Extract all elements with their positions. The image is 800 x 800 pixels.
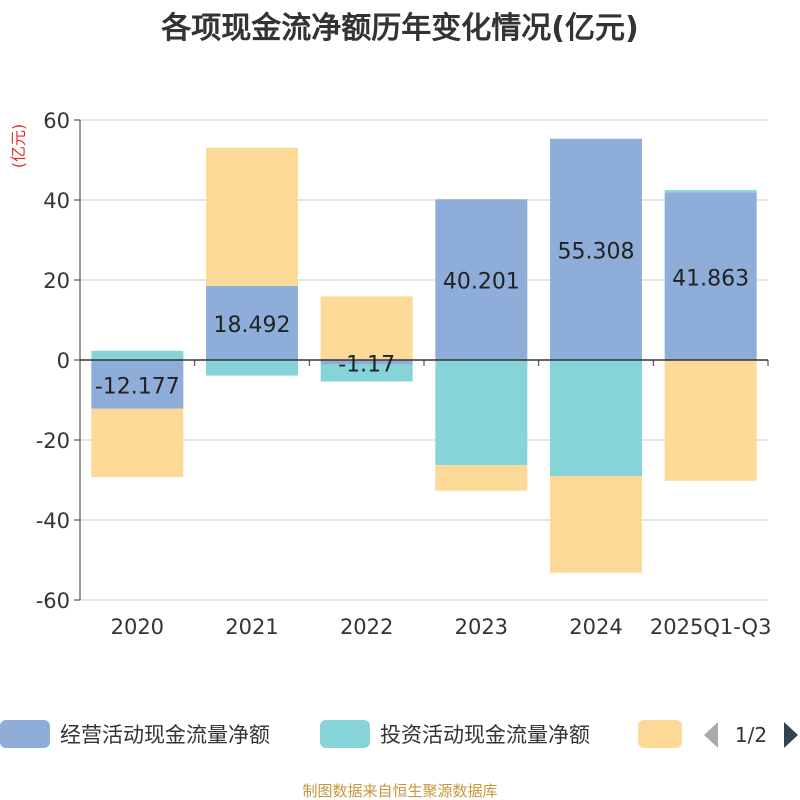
bar-2-2025Q1-Q3	[664, 360, 757, 481]
y-tick-label-1: 40	[43, 189, 70, 213]
x-tick-label-2022: 2022	[340, 615, 393, 639]
legend: 经营活动现金流量净额 投资活动现金流量净额 1/2	[0, 720, 798, 748]
legend-swatch-1	[320, 720, 370, 748]
bar-1-2022	[320, 364, 413, 382]
legend-prev-arrow-icon	[704, 722, 718, 748]
bar-2-2021	[206, 147, 298, 287]
x-axis-ticks: 2020 2021 2022 2023 2024 2025Q1-Q3	[111, 615, 772, 639]
bar-0-2024	[550, 138, 642, 360]
y-tick-label-0: 60	[43, 109, 70, 133]
legend-swatch-0	[0, 720, 50, 748]
bar-0-2021	[206, 286, 298, 360]
bar-1-2023	[435, 360, 528, 466]
legend-swatch-2	[638, 720, 682, 748]
bars	[91, 138, 757, 573]
chart-title: 各项现金流净额历年变化情况(亿元)	[160, 11, 638, 46]
legend-label-1: 投资活动现金流量净额	[380, 723, 590, 747]
data-label-2020: -12.177	[95, 374, 180, 399]
data-label-2022: -1.17	[338, 352, 395, 377]
bar-0-2023	[435, 199, 528, 360]
bar-1-2024	[550, 360, 642, 476]
data-labels: -12.177 18.492 -1.17 40.201 55.308 41.863	[95, 239, 749, 399]
y-axis-ticks: 60 40 20 0 -20 -40 -60	[36, 109, 80, 613]
bar-0-2022	[320, 360, 413, 365]
legend-next-arrow-icon	[784, 722, 798, 748]
y-tick-label-6: -60	[36, 589, 70, 613]
bar-1-2020	[91, 350, 184, 360]
x-tick-label-2024: 2024	[569, 615, 622, 639]
data-label-2025Q1-Q3: 41.863	[672, 266, 749, 291]
bar-0-2025Q1-Q3	[664, 192, 757, 360]
y-tick-label-5: -40	[36, 509, 70, 533]
data-label-2024: 55.308	[558, 239, 635, 264]
bar-0-2020	[91, 360, 184, 409]
y-axis-unit-label: (亿元)	[9, 124, 28, 169]
legend-page-indicator: 1/2	[735, 723, 767, 747]
x-tick-label-2025Q1-Q3: 2025Q1-Q3	[650, 615, 772, 639]
x-tick-label-2023: 2023	[455, 615, 508, 639]
x-tick-label-2021: 2021	[225, 615, 278, 639]
y-tick-label-2: 20	[43, 269, 70, 293]
bar-2-2023	[435, 465, 528, 491]
bar-1-2021	[206, 360, 298, 376]
gridlines	[80, 119, 768, 601]
data-label-2023: 40.201	[443, 270, 520, 295]
legend-label-0: 经营活动现金流量净额	[60, 723, 270, 747]
axes	[79, 120, 769, 600]
data-label-2021: 18.492	[214, 313, 291, 338]
x-tick-label-2020: 2020	[111, 615, 164, 639]
bar-2-2024	[550, 476, 642, 573]
bar-2-2020	[91, 408, 184, 478]
bar-2-2022	[320, 296, 413, 360]
footer-source: 制图数据来自恒生聚源数据库	[302, 782, 497, 800]
y-tick-label-4: -20	[36, 429, 70, 453]
y-tick-label-3: 0	[57, 349, 70, 373]
bar-1-2025Q1-Q3	[664, 190, 757, 193]
